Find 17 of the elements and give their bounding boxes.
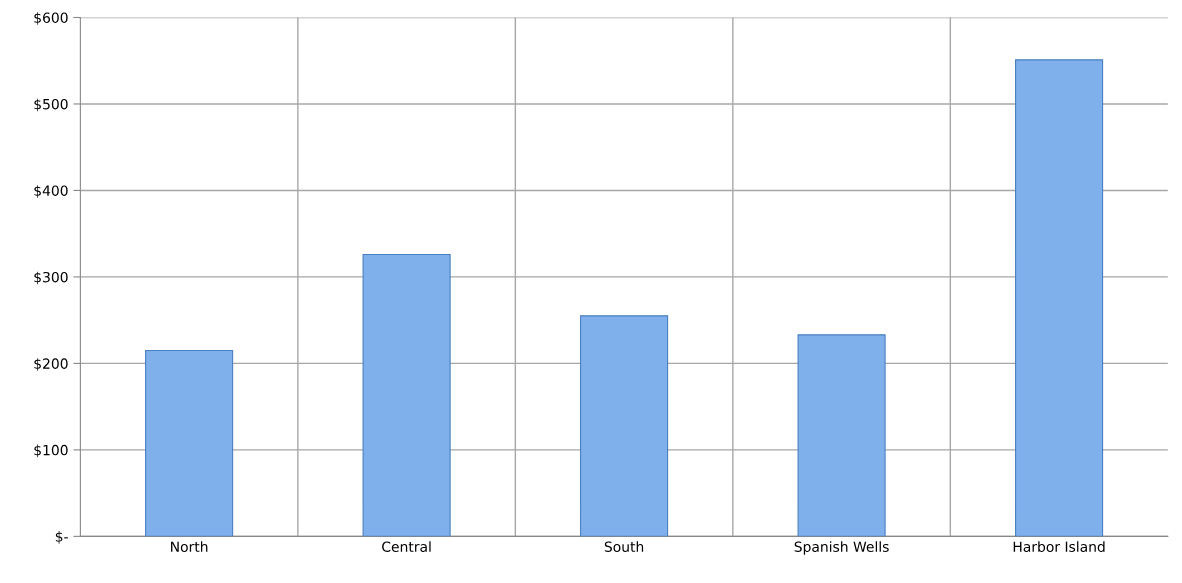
x-tick-label: South (604, 541, 644, 552)
x-tick-label: Central (382, 541, 431, 552)
y-tick-label: $- (55, 531, 68, 544)
y-tick-label: $600 (34, 12, 68, 25)
bar (797, 334, 886, 537)
y-tick-label: $200 (34, 358, 68, 371)
y-tick-label: $300 (34, 271, 68, 285)
bar (1015, 59, 1104, 537)
y-tick-label: $100 (34, 444, 68, 458)
bar (580, 315, 669, 537)
x-tick-label: Spanish Wells (794, 541, 889, 555)
y-tick-label: $500 (34, 98, 68, 112)
y-tick-label: $400 (34, 185, 68, 198)
bar (362, 253, 451, 537)
x-tick-label: Harbor Island (1013, 541, 1105, 552)
bar (145, 349, 234, 537)
x-tick-label: North (171, 541, 208, 552)
